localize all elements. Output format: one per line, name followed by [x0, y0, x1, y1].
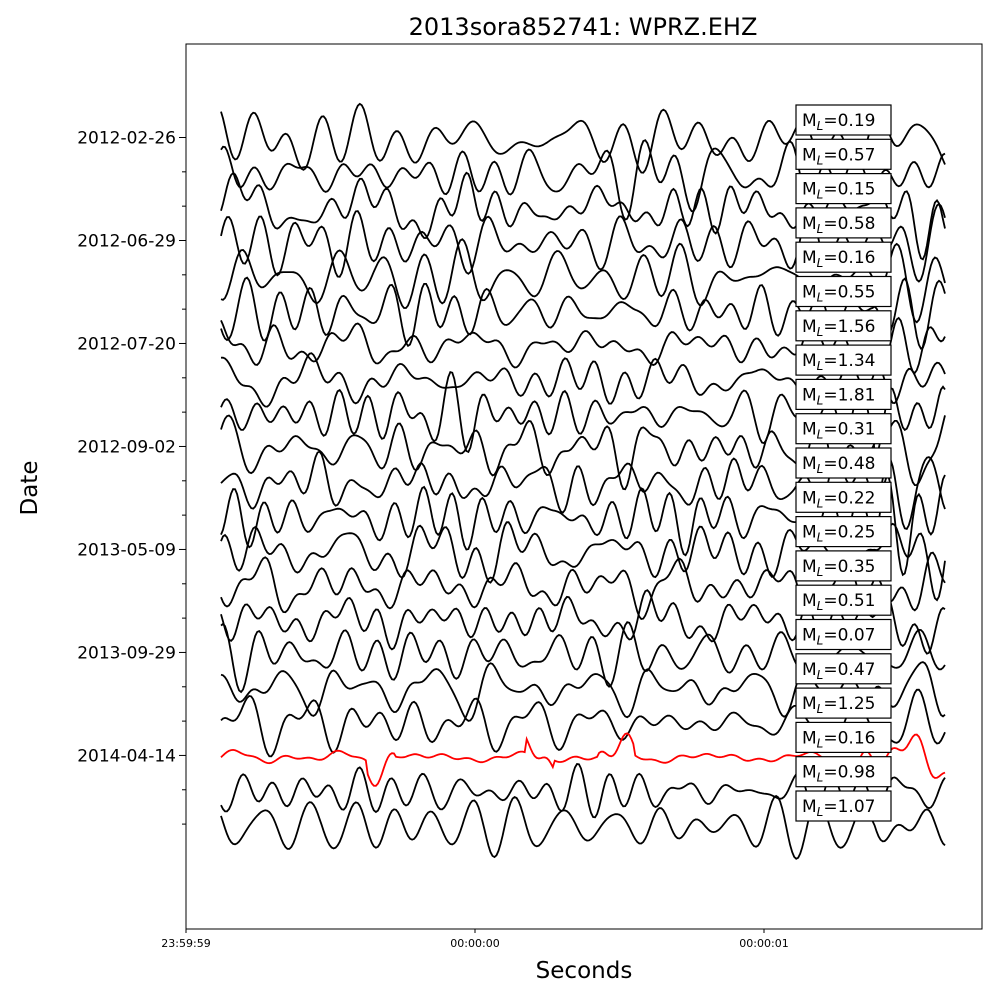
magnitude-label: ML=0.25 [795, 515, 892, 548]
magnitude-label: ML=1.25 [795, 687, 892, 719]
magnitude-label: ML=0.15 [795, 173, 892, 205]
magnitude-text: ML=0.57 [802, 145, 875, 167]
magnitude-label: ML=0.07 [795, 618, 892, 651]
x-axis-ticks: 23:59:59 00:00:00 00:00:01 [161, 929, 789, 950]
magnitude-text: ML=0.16 [802, 728, 875, 750]
magnitude-label: ML=0.51 [795, 584, 892, 616]
y-tick-label: 2012-06-29 [77, 231, 176, 251]
y-tick-label: 2013-05-09 [77, 540, 176, 560]
magnitude-text: ML=1.25 [802, 694, 875, 716]
magnitude-label: ML=0.22 [795, 481, 892, 513]
magnitude-text: ML=0.07 [802, 626, 875, 648]
magnitude-text: ML=0.31 [802, 420, 875, 442]
magnitude-label: ML=0.57 [795, 138, 892, 170]
x-tick-label: 00:00:01 [739, 937, 788, 950]
magnitude-label: ML=0.48 [795, 447, 892, 479]
magnitude-label: ML=0.35 [795, 550, 892, 582]
magnitude-label: ML=0.47 [795, 653, 892, 685]
magnitude-text: ML=1.07 [802, 797, 875, 819]
x-axis-label: Seconds [536, 958, 633, 984]
waveform-trace [220, 352, 946, 408]
magnitude-label: ML=1.34 [795, 344, 892, 376]
magnitude-label: ML=0.16 [795, 721, 892, 754]
magnitude-text: ML=0.58 [802, 214, 875, 236]
magnitude-label: ML=0.58 [795, 207, 892, 239]
magnitude-label: ML=1.07 [795, 790, 892, 822]
magnitude-label: ML=0.19 [795, 104, 892, 136]
magnitude-text: ML=0.19 [802, 111, 875, 133]
chart-title: 2013sora852741: WPRZ.EHZ [409, 13, 758, 41]
magnitude-text: ML=0.98 [802, 763, 875, 785]
magnitude-text: ML=0.48 [802, 454, 875, 476]
magnitude-text: ML=0.35 [802, 557, 875, 579]
magnitude-text: ML=1.81 [802, 385, 875, 407]
magnitude-text: ML=0.15 [802, 180, 875, 202]
magnitude-text: ML=1.34 [802, 351, 875, 373]
y-axis-ticks: 2012-02-26 2012-06-29 2012-07-20 2012-09-02… [77, 129, 186, 825]
x-tick-label: 23:59:59 [161, 937, 210, 950]
y-axis-label: Date [17, 461, 43, 516]
magnitude-label: ML=0.31 [795, 413, 892, 445]
magnitude-text: ML=0.55 [802, 283, 875, 305]
y-tick-label: 2014-04-14 [77, 746, 176, 766]
plot-frame [185, 43, 983, 930]
y-tick-label: 2012-09-02 [77, 437, 176, 457]
magnitude-text: ML=0.22 [802, 488, 875, 510]
magnitude-label: ML=1.81 [795, 378, 892, 410]
magnitude-text: ML=0.51 [802, 591, 875, 613]
y-tick-label: 2012-02-26 [77, 129, 176, 149]
magnitude-label: ML=0.16 [795, 241, 892, 273]
magnitude-text: ML=0.47 [802, 660, 875, 682]
magnitude-text: ML=0.16 [802, 248, 875, 270]
magnitude-text: ML=1.56 [802, 317, 875, 339]
magnitude-label: ML=0.98 [795, 756, 892, 788]
magnitude-label: ML=1.56 [795, 310, 892, 342]
magnitude-labels: ML=0.19 ML=0.57 ML=0.15 ML=0.58 ML=0.16 ML=0.… [795, 104, 892, 822]
magnitude-text: ML=0.25 [802, 523, 875, 545]
magnitude-label: ML=0.55 [795, 275, 892, 308]
y-tick-label: 2013-09-29 [77, 643, 176, 663]
y-tick-label: 2012-07-20 [77, 334, 176, 354]
x-tick-label: 00:00:00 [450, 937, 499, 950]
